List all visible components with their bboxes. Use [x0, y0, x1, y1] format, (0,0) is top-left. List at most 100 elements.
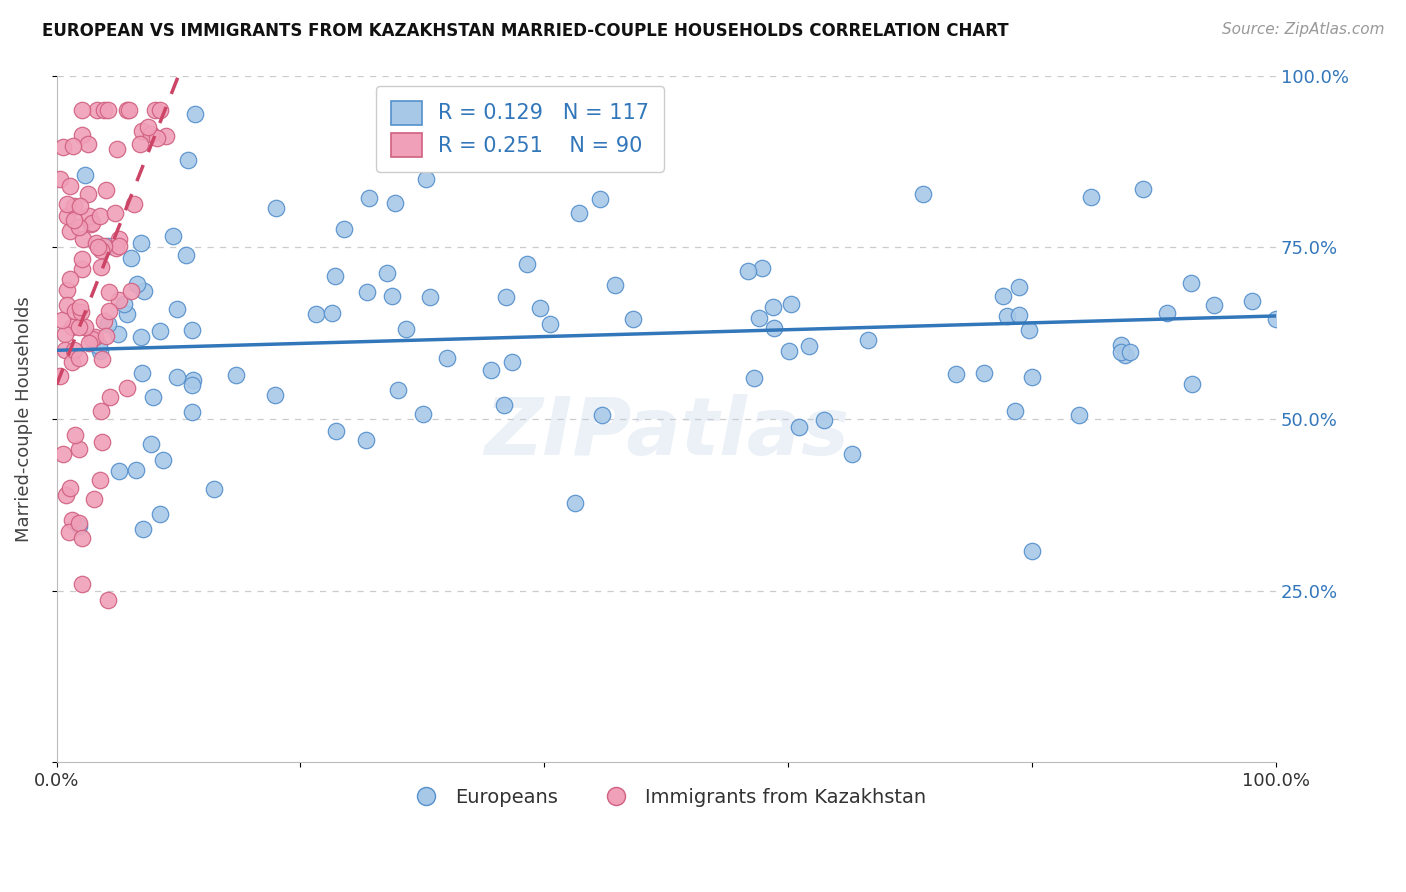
Point [97, 317, 120, 331]
Point [115, 103, 138, 117]
Point [436, 351, 458, 366]
Point [60, 355, 83, 369]
Point [79, 210, 101, 224]
Point [751, 260, 773, 275]
Point [70, 128, 93, 142]
Point [146, 131, 169, 145]
Point [73, 168, 96, 182]
Point [1080, 189, 1102, 203]
Point [77, 187, 100, 202]
Point [359, 191, 381, 205]
Point [125, 463, 148, 477]
Point [89, 344, 111, 359]
Point [149, 507, 172, 521]
Point [1021, 544, 1043, 558]
Point [589, 192, 612, 206]
Point [995, 310, 1018, 324]
Point [568, 205, 591, 219]
Point [181, 405, 204, 419]
Point [67, 219, 90, 234]
Point [354, 433, 377, 447]
Text: ZIPatlas: ZIPatlas [484, 393, 849, 472]
Point [166, 301, 188, 316]
Point [305, 307, 328, 321]
Point [59, 481, 82, 495]
Point [97, 103, 120, 117]
Point [1240, 293, 1263, 308]
Point [104, 205, 127, 219]
Point [69, 305, 91, 319]
Point [70, 261, 93, 276]
Point [131, 330, 153, 344]
Point [412, 407, 434, 421]
Point [333, 222, 356, 236]
Point [93, 238, 115, 252]
Point [93, 314, 115, 328]
Point [184, 107, 207, 121]
Point [181, 373, 204, 387]
Point [1265, 311, 1288, 326]
Point [787, 420, 810, 434]
Point [96, 239, 118, 253]
Point [780, 297, 803, 311]
Point [67, 442, 90, 457]
Point [841, 447, 863, 461]
Point [55, 197, 77, 211]
Point [58, 525, 80, 540]
Point [415, 171, 437, 186]
Point [1008, 308, 1031, 322]
Point [60, 320, 83, 334]
Point [56, 209, 79, 223]
Point [108, 464, 131, 478]
Point [1008, 280, 1031, 294]
Point [129, 235, 152, 250]
Point [162, 229, 184, 244]
Point [69, 516, 91, 530]
Point [1118, 344, 1140, 359]
Point [605, 278, 627, 293]
Point [1021, 370, 1043, 384]
Point [63, 212, 86, 227]
Point [131, 124, 153, 138]
Point [112, 296, 135, 310]
Point [1180, 277, 1202, 291]
Point [1156, 305, 1178, 319]
Point [132, 522, 155, 536]
Point [1069, 408, 1091, 422]
Point [325, 425, 347, 439]
Text: Source: ZipAtlas.com: Source: ZipAtlas.com [1222, 22, 1385, 37]
Point [118, 103, 141, 117]
Point [70, 252, 93, 266]
Point [53, 326, 76, 341]
Point [384, 195, 406, 210]
Point [91, 435, 114, 450]
Point [59, 271, 82, 285]
Point [90, 244, 112, 258]
Point [176, 153, 198, 168]
Point [181, 377, 204, 392]
Point [152, 453, 174, 467]
Point [69, 199, 91, 213]
Point [1114, 348, 1136, 362]
Point [72, 103, 94, 117]
Point [87, 339, 110, 353]
Point [84, 330, 107, 344]
Point [70, 531, 93, 545]
Point [858, 333, 880, 347]
Point [813, 413, 835, 427]
Point [94, 183, 117, 197]
Point [65, 428, 87, 442]
Point [90, 404, 112, 418]
Point [56, 284, 79, 298]
Point [538, 318, 561, 332]
Point [63, 303, 86, 318]
Point [72, 231, 94, 245]
Point [623, 312, 645, 326]
Point [51, 313, 73, 327]
Point [142, 390, 165, 404]
Point [737, 264, 759, 278]
Point [76, 136, 98, 151]
Point [79, 217, 101, 231]
Point [381, 289, 404, 303]
Point [70, 577, 93, 591]
